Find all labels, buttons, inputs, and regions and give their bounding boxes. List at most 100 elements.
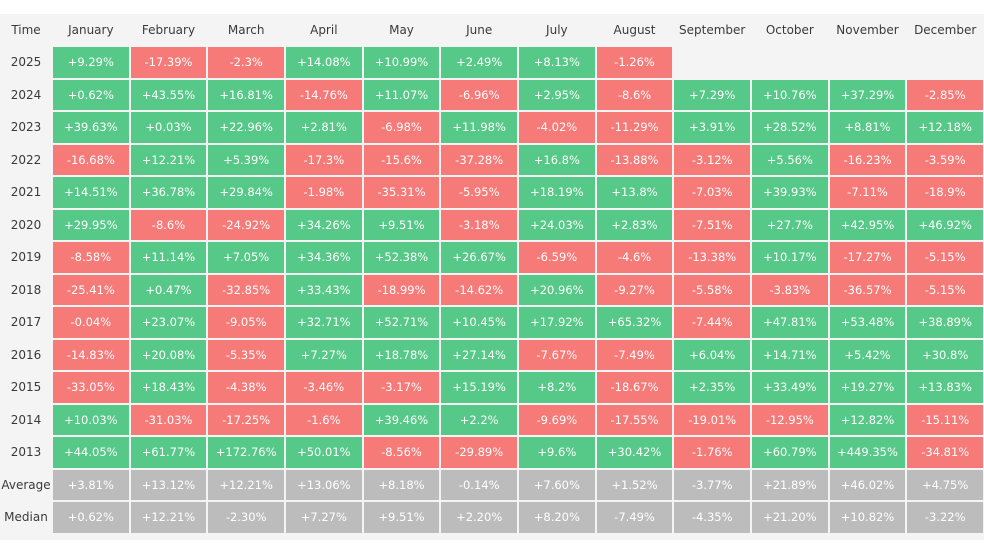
- return-cell: -7.11%: [829, 177, 906, 208]
- return-cell: -0.04%: [53, 307, 129, 338]
- return-cell: +10.82%: [829, 502, 906, 533]
- table-row: 2018 -25.41% +0.47% -32.85% +33.43% -18.99% -1…: [0, 274, 984, 307]
- return-cell: +10.99%: [363, 47, 440, 78]
- return-cell: +12.18%: [907, 112, 984, 143]
- return-cell: +9.29%: [53, 47, 129, 78]
- return-cell: -7.49%: [596, 502, 673, 533]
- return-cell: -6.59%: [519, 242, 595, 273]
- return-cell: +42.95%: [829, 209, 906, 240]
- column-header-february: February: [141, 23, 196, 37]
- year-label: 2015: [10, 380, 42, 394]
- return-cell: -7.67%: [519, 339, 595, 370]
- return-cell: +9.51%: [363, 209, 440, 240]
- return-cell: +10.03%: [53, 404, 129, 435]
- return-cell: +12.21%: [208, 469, 284, 500]
- return-cell: -24.92%: [208, 209, 284, 240]
- return-cell: -3.77%: [674, 469, 751, 500]
- return-cell: -4.6%: [596, 242, 673, 273]
- year-label: 2025: [10, 55, 42, 69]
- return-cell: +0.03%: [130, 112, 207, 143]
- return-cell: +39.63%: [53, 112, 129, 143]
- header-row: Time January February March April May June Jul…: [0, 14, 984, 46]
- return-cell: +21.20%: [752, 502, 828, 533]
- return-cell: -0.14%: [441, 469, 517, 500]
- return-cell: +7.27%: [286, 339, 362, 370]
- year-label: 2016: [10, 347, 42, 362]
- column-header-april: April: [310, 23, 338, 37]
- return-cell: +3.81%: [53, 469, 129, 500]
- return-cell: -17.27%: [829, 242, 906, 273]
- return-cell: +8.18%: [363, 469, 440, 500]
- return-cell: +29.95%: [53, 209, 129, 240]
- return-cell: -31.03%: [130, 404, 207, 435]
- return-cell: +52.38%: [363, 242, 440, 273]
- return-cell: -33.05%: [53, 372, 129, 403]
- return-cell: +7.60%: [519, 469, 595, 500]
- return-cell: +23.07%: [130, 307, 207, 338]
- year-label: 2019: [10, 250, 42, 264]
- table-row: 2020 +29.95% -8.6% -24.92% +34.26% +9.51% -3.1…: [0, 209, 984, 242]
- year-label: 2023: [10, 120, 42, 134]
- return-cell: +13.83%: [907, 372, 984, 403]
- table-row: 2014 +10.03% -31.03% -17.25% -1.6% +39.46% +2.…: [0, 404, 984, 437]
- return-cell: -1.26%: [596, 47, 673, 78]
- return-cell: -34.81%: [907, 437, 984, 468]
- return-cell: -17.3%: [286, 144, 362, 175]
- return-cell: +13.12%: [130, 469, 207, 500]
- return-cell: +2.95%: [519, 79, 595, 110]
- return-cell: -8.56%: [363, 437, 440, 468]
- return-cell: +9.6%: [519, 437, 595, 468]
- return-cell: -32.85%: [208, 274, 284, 305]
- return-cell: +13.06%: [286, 469, 362, 500]
- column-header-june: June: [466, 23, 493, 37]
- return-cell: -19.01%: [674, 404, 751, 435]
- return-cell: +6.04%: [674, 339, 751, 370]
- year-label: 2014: [10, 412, 42, 427]
- return-cell: +18.78%: [363, 339, 440, 370]
- return-cell: -17.55%: [596, 404, 673, 435]
- return-cell: -16.23%: [829, 144, 906, 175]
- return-cell: -5.35%: [208, 339, 284, 370]
- return-cell: -11.29%: [596, 112, 673, 143]
- return-cell: -17.25%: [208, 404, 284, 435]
- return-cell: -3.17%: [363, 372, 440, 403]
- return-cell: +30.42%: [596, 437, 673, 468]
- return-cell: -3.12%: [674, 144, 751, 175]
- return-cell: -8.58%: [53, 242, 129, 273]
- return-cell: -7.44%: [674, 307, 751, 338]
- column-header-december: December: [914, 23, 977, 37]
- return-cell: -12.95%: [752, 404, 828, 435]
- return-cell: +38.89%: [907, 307, 984, 338]
- return-cell: +18.19%: [519, 177, 595, 208]
- return-cell: -8.6%: [130, 209, 207, 240]
- return-cell: +5.39%: [208, 144, 284, 175]
- return-cell: +28.52%: [752, 112, 828, 143]
- return-cell: +0.62%: [53, 79, 129, 110]
- return-cell: +16.81%: [208, 79, 284, 110]
- return-cell: -4.38%: [208, 372, 284, 403]
- return-cell: -16.68%: [53, 144, 129, 175]
- return-cell: +27.14%: [441, 339, 517, 370]
- table-row: 2022 -16.68% +12.21% +5.39% -17.3% -15.6% -37.…: [0, 144, 984, 177]
- return-cell: +12.21%: [130, 502, 207, 533]
- return-cell: +0.62%: [53, 502, 129, 533]
- return-cell: +449.35%: [829, 437, 906, 468]
- return-cell: -5.15%: [907, 242, 984, 273]
- return-cell: +26.67%: [441, 242, 517, 273]
- return-cell: +12.82%: [829, 404, 906, 435]
- return-cell: -13.88%: [596, 144, 673, 175]
- table-row: 2021 +14.51% +36.78% +29.84% -1.98% -35.31% -5…: [0, 176, 984, 209]
- table-row: 2019 -8.58% +11.14% +7.05% +34.36% +52.38% +26…: [0, 241, 984, 274]
- return-cell: -17.39%: [130, 47, 207, 78]
- table-row: 2016 -14.83% +20.08% -5.35% +7.27% +18.78% +27…: [0, 339, 984, 372]
- year-label: 2018: [10, 282, 42, 297]
- return-cell: +52.71%: [363, 307, 440, 338]
- year-label: 2024: [10, 87, 42, 102]
- return-cell: -14.76%: [286, 79, 362, 110]
- monthly-returns-table: Time January February March April May June Jul…: [0, 14, 984, 540]
- return-cell: -4.35%: [674, 502, 751, 533]
- year-label: 2020: [10, 217, 42, 232]
- return-cell: -3.83%: [752, 274, 828, 305]
- return-cell: +14.08%: [286, 47, 362, 78]
- column-header-march: March: [227, 23, 265, 37]
